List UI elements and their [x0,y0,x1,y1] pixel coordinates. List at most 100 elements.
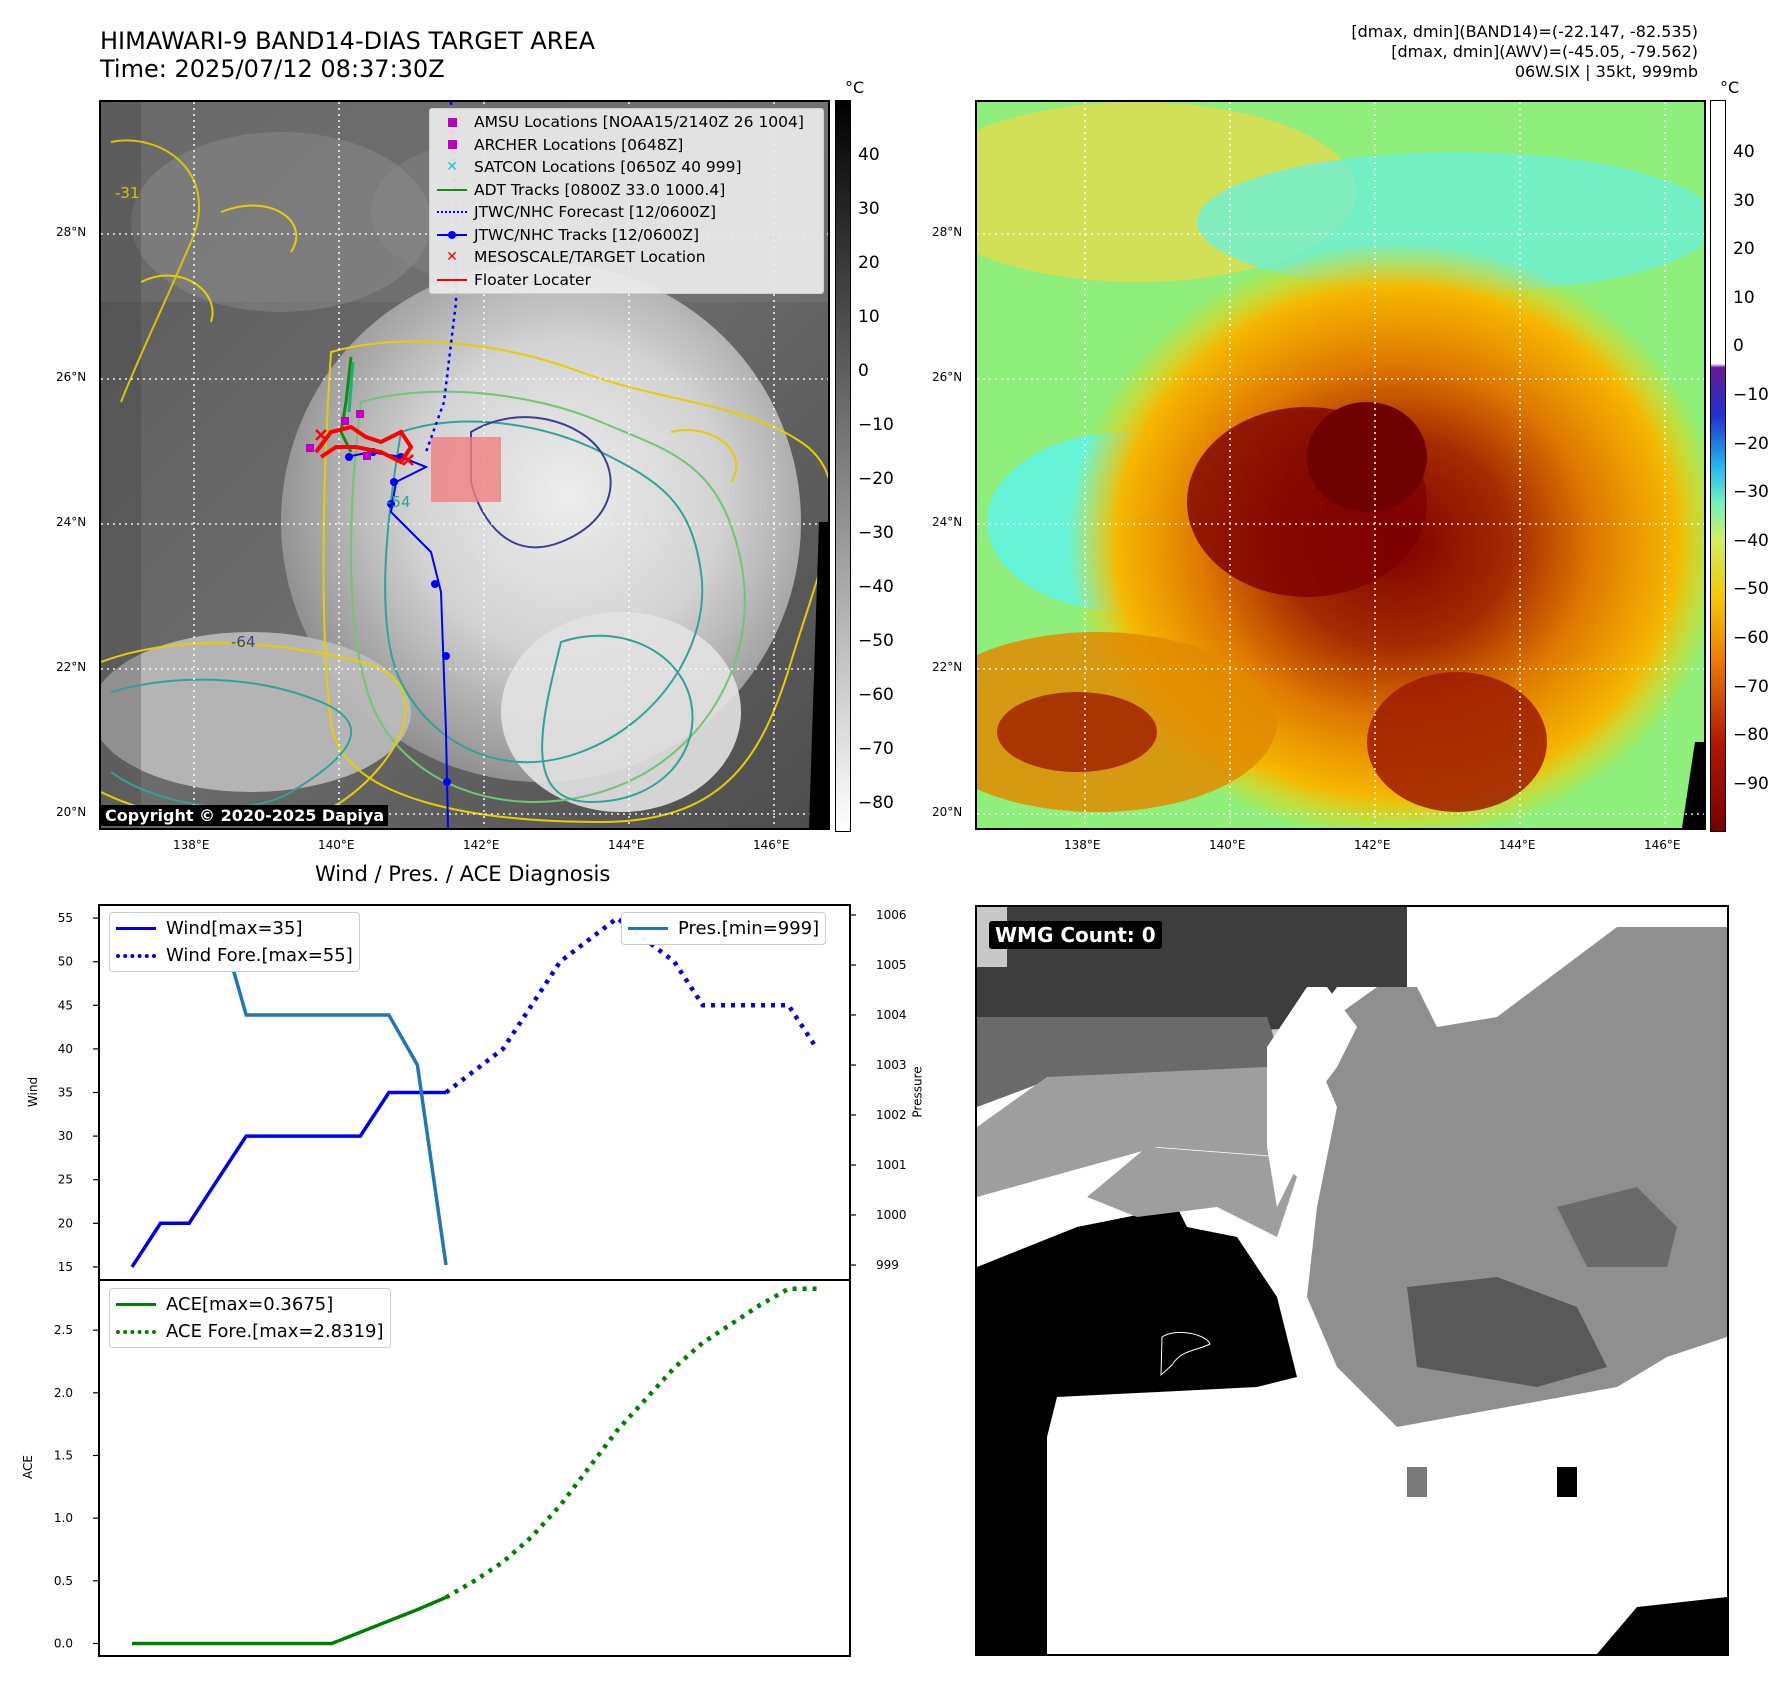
wind-axis-label: Wind [26,1076,41,1108]
lat-label: 26°N [56,370,87,384]
legend-item-floater: Floater Locater [430,269,823,292]
ace-forecast-series-line [444,1286,817,1600]
lon-label: 146°E [1644,838,1681,852]
wind-legend: Wind[max=35] Wind Fore.[max=55] [109,912,360,972]
x-marker-icon: ✕ [446,249,458,266]
contour-label-54: -54 [386,493,411,511]
colorbar-tick-label: 40 [858,145,880,165]
colorbar-tick-label: −40 [1733,530,1769,551]
pressure-axis-tick-label: 999 [876,1258,899,1272]
lat-label: 28°N [56,225,87,239]
pressure-axis-label: Pressure [910,1066,925,1118]
ir-map-panel: -31 -54 -64 AMSU Locations [NOAA15/2140Z… [99,100,830,830]
wind-axis-tick-label: 50 [58,955,73,969]
wind-axis-tick-label: 25 [58,1173,73,1187]
lon-label: 142°E [1354,838,1391,852]
colorbar-tick-label: −90 [1733,773,1769,794]
info-awv: [dmax, dmin](AWV)=(-45.05, -79.562) [1391,42,1698,61]
color-ir-map-panel [975,100,1706,830]
legend-item-wind-forecast: Wind Fore.[max=55] [116,942,353,969]
wind-axis-tick-label: 45 [58,998,73,1012]
colorbar-tick-label: 0 [1733,336,1744,357]
lat-label: 28°N [932,225,963,239]
dotted-line-icon [430,211,474,214]
wind-axis-tick-label: 30 [58,1129,73,1143]
pressure-axis-tick-label: 1005 [876,958,907,972]
colorbar-tick-label: 30 [1733,190,1755,211]
lon-label: 138°E [1064,838,1101,852]
info-band14: [dmax, dmin](BAND14)=(-22.147, -82.535) [1351,22,1698,41]
colorbar-tick-label: −50 [1733,579,1769,600]
diagnosis-title: Wind / Pres. / ACE Diagnosis [315,862,611,886]
copyright-label: Copyright © 2020-2025 Dapiya [101,805,389,826]
colorbar-tick-label: −10 [1733,385,1769,405]
colorbar-tick-label: −60 [1733,628,1769,648]
lon-label: 144°E [608,838,645,852]
chart-time: Time: 2025/07/12 08:37:30Z [100,55,445,83]
wmg-count-label: WMG Count: 0 [989,921,1162,949]
lat-label: 22°N [56,660,87,674]
wind-forecast-series-line [444,915,819,1095]
ace-series-line [132,1595,447,1646]
legend-item-ace-forecast: ACE Fore.[max=2.8319] [116,1318,384,1345]
colorbar-tick-label: −80 [1733,725,1769,746]
line-marker-icon [430,188,474,191]
colorbar-tick-label: −30 [858,523,894,543]
dotted-line-icon [116,953,156,958]
chart-title: HIMAWARI-9 BAND14-DIAS TARGET AREA [100,27,596,55]
wind-axis-tick-label: 15 [58,1260,73,1274]
ace-axis-tick-label: 1.5 [54,1448,73,1462]
colorbar-tick-label: −30 [1733,482,1769,503]
ace-axis-tick-label: 0.5 [54,1574,73,1588]
ace-axis-label: ACE [20,1455,35,1479]
colorbar-unit: °C [845,78,865,97]
lat-label: 24°N [932,515,963,529]
square-marker-icon [430,117,474,127]
ace-axis-tick-label: 2.5 [54,1323,73,1337]
colorbar-tick-label: −40 [858,577,894,597]
colorbar-tick-label: 40 [1733,142,1755,162]
pressure-axis-tick-label: 1004 [876,1008,907,1022]
wmg-image [977,907,1727,1654]
colorbar-tick-label: 20 [1733,239,1755,260]
square-marker-icon [430,140,474,150]
pressure-axis-tick-label: 1000 [876,1208,907,1222]
colorbar-unit: °C [1720,78,1740,97]
lon-label: 140°E [1209,838,1246,852]
lat-label: 24°N [56,515,87,529]
wmg-panel: WMG Count: 0 [975,905,1729,1656]
dotted-line-icon [116,1329,156,1334]
colorbar-tick-label: −70 [1733,676,1769,697]
lon-label: 146°E [753,838,790,852]
legend-item-satcon: ✕ SATCON Locations [0650Z 40 999] [430,156,823,179]
lat-label: 26°N [932,370,963,384]
wind-axis-tick-label: 40 [58,1042,73,1056]
wind-axis-tick-label: 20 [58,1216,73,1230]
color-colorbar [1710,100,1726,832]
wind-axis-tick-label: 55 [58,911,73,925]
colorbar-tick-label: 10 [858,307,880,327]
line-dot-marker-icon [430,230,474,239]
legend-item-pressure: Pres.[min=999] [628,915,819,942]
contour-label-31: -31 [115,184,140,202]
lon-label: 140°E [318,838,355,852]
ace-plot-frame [98,1279,851,1657]
grayscale-colorbar [835,100,851,832]
pressure-axis-tick-label: 1001 [876,1158,907,1172]
colorbar-tick-label: 30 [858,199,880,219]
legend-item-adt: ADT Tracks [0800Z 33.0 1000.4] [430,179,823,202]
lat-label: 20°N [932,805,963,819]
colorbar-tick-label: −10 [858,415,894,435]
legend-item-mesoscale: ✕ MESOSCALE/TARGET Location [430,246,823,269]
pressure-axis-tick-label: 1002 [876,1108,907,1122]
ace-axis-tick-label: 2.0 [54,1386,73,1400]
lon-label: 142°E [463,838,500,852]
diagnosis-chart: 55 50 45 40 35 30 25 20 15 1006 1005 1004 1003 1002 10… [54,904,907,1657]
colorbar-tick-label: −20 [858,469,894,489]
wind-axis-tick-label: 35 [58,1086,73,1100]
legend-item-ace: ACE[max=0.3675] [116,1291,384,1318]
map-legend: AMSU Locations [NOAA15/2140Z 26 1004] AR… [429,108,824,294]
ace-axis-tick-label: 1.0 [54,1511,73,1525]
colorbar-tick-label: −80 [858,793,894,813]
pressure-axis-tick-label: 1006 [876,908,907,922]
